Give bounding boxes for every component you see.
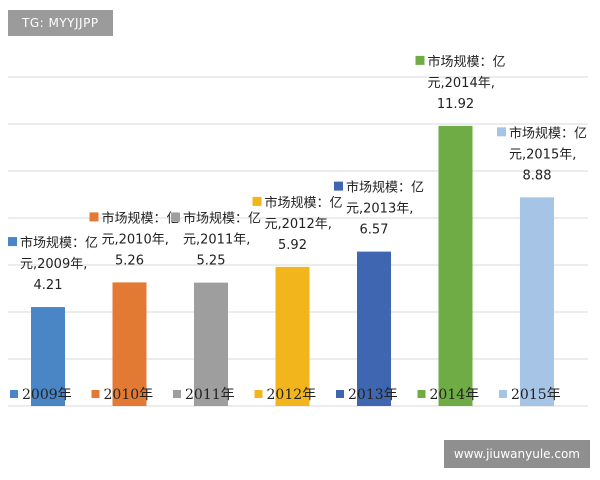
data-label-4-0: 市场规模：亿 [346,180,424,196]
legend-marker-0 [10,390,18,398]
data-label-1-1: 元,2010年, [102,232,169,247]
data-label-marker-5 [415,55,425,65]
bar-1 [112,282,147,406]
data-label-5-2: 11.92 [437,97,474,112]
bar-3 [275,266,310,406]
bar-0 [31,307,65,406]
data-labels: 市场规模：亿元,2009年,4.21市场规模：亿元,2010年,5.26市场规模… [8,54,587,293]
data-label-0-1: 元,2009年, [20,257,87,272]
bar-6 [520,197,554,406]
legend-marker-1 [91,390,100,398]
legend-label-6: 2015年 [511,387,561,403]
legend-marker-4 [336,390,344,398]
data-label-5-1: 元,2014年, [428,76,495,91]
data-label-marker-0 [8,237,17,247]
legend-label-3: 2012年 [267,387,317,403]
bars [31,125,554,406]
data-label-marker-1 [89,212,99,222]
legend-marker-5 [417,390,426,398]
legend-label-2: 2011年 [185,387,235,403]
data-label-marker-2 [171,212,180,222]
data-label-1-0: 市场规模：亿 [102,210,180,226]
legend-label-1: 2010年 [104,387,154,403]
data-label-3-0: 市场规模：亿 [265,195,343,211]
legend-marker-2 [173,390,181,398]
data-label-3-2: 5.92 [278,238,307,253]
watermark-top-left: TG: MYYJJPP [8,10,113,36]
data-label-marker-3 [252,196,262,206]
data-label-marker-6 [497,127,506,137]
data-label-2-0: 市场规模：亿 [183,211,261,227]
data-label-4-1: 元,2013年, [346,202,413,217]
data-label-1-2: 5.26 [115,253,144,268]
data-label-0-2: 4.21 [34,278,63,293]
data-label-6-1: 元,2015年, [509,147,576,162]
bar-5 [438,125,473,406]
data-label-3-1: 元,2012年, [265,217,332,232]
bar-2 [194,282,228,406]
legend-marker-3 [254,390,263,398]
legend: 2009年 2010年 2011年 2012年 2013年 2014年 2015年 [10,387,561,403]
data-label-6-0: 市场规模：亿 [509,125,587,141]
data-label-marker-4 [334,181,343,191]
data-label-4-2: 6.57 [360,223,389,238]
legend-label-5: 2014年 [430,387,480,403]
data-label-2-2: 5.25 [197,254,226,269]
data-label-2-1: 元,2011年, [183,233,250,248]
data-label-6-2: 8.88 [523,168,552,183]
bar-4 [357,251,391,406]
data-label-5-0: 市场规模：亿 [428,54,506,70]
data-label-0-0: 市场规模：亿 [20,235,98,251]
watermark-bottom-right: www.jiuwanyule.com [443,440,590,468]
legend-label-4: 2013年 [348,387,398,403]
legend-label-0: 2009年 [22,387,72,403]
legend-marker-6 [499,390,507,398]
